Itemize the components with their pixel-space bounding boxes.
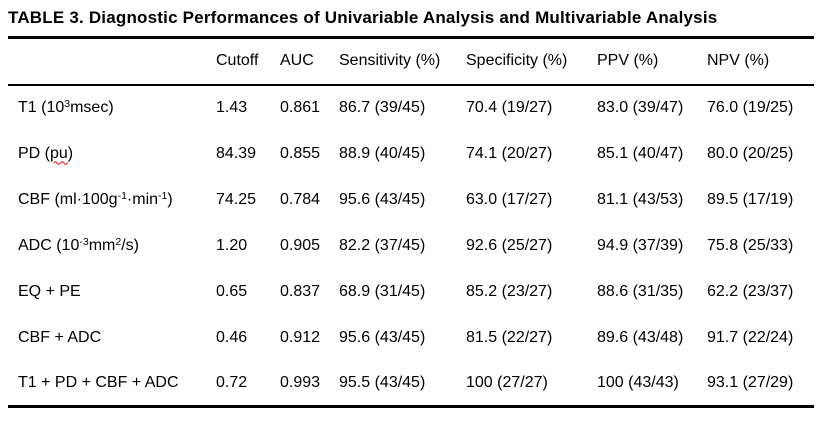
column-header-ppv: PPV (%) bbox=[597, 52, 659, 70]
table-title: TABLE 3. Diagnostic Performances of Univ… bbox=[8, 8, 718, 27]
cell-npv: 89.5 (17/19) bbox=[707, 190, 794, 208]
cell-npv: 93.1 (27/29) bbox=[707, 373, 794, 391]
row-label: ADC (10-3mm2/s) bbox=[8, 223, 216, 269]
table-row: CBF (ml·100g-1·min-1) 74.25 0.784 95.6 (… bbox=[8, 177, 814, 223]
row-label: EQ + PE bbox=[8, 269, 216, 315]
column-header-sensitivity: Sensitivity (%) bbox=[339, 52, 441, 70]
row-label: PD (pu) bbox=[8, 131, 216, 177]
cell-ppv: 83.0 (39/47) bbox=[597, 99, 684, 116]
superscript-text: -1 bbox=[117, 189, 127, 202]
cell-cutoff: 0.65 bbox=[216, 282, 248, 300]
cell-specificity: 100 (27/27) bbox=[466, 373, 548, 391]
cell-auc: 0.861 bbox=[280, 99, 321, 116]
superscript-text: -1 bbox=[158, 189, 168, 202]
column-header-cutoff: Cutoff bbox=[216, 52, 259, 70]
superscript-text: 3 bbox=[64, 98, 71, 110]
label-text: ADC (10 bbox=[18, 236, 80, 254]
label-text: mm bbox=[88, 236, 116, 254]
diagnostic-performance-table: Cutoff AUC Sensitivity (%) Specificity (… bbox=[8, 36, 814, 408]
row-label: T1 (103msec) bbox=[8, 85, 216, 131]
table-row: T1 (103msec) 1.43 0.861 86.7 (39/45) 70.… bbox=[8, 85, 814, 131]
cell-auc: 0.855 bbox=[280, 144, 321, 162]
cell-auc: 0.837 bbox=[280, 282, 321, 300]
cell-specificity: 63.0 (17/27) bbox=[466, 190, 553, 208]
column-header-empty bbox=[8, 38, 216, 85]
cell-sensitivity: 95.5 (43/45) bbox=[339, 373, 426, 391]
table-row: T1 + PD + CBF + ADC 0.72 0.993 95.5 (43/… bbox=[8, 361, 814, 407]
label-text: EQ + PE bbox=[18, 282, 81, 300]
header-row: Cutoff AUC Sensitivity (%) Specificity (… bbox=[8, 38, 814, 85]
cell-cutoff: 1.20 bbox=[216, 236, 248, 254]
cell-cutoff: 74.25 bbox=[216, 190, 257, 208]
cell-cutoff: 0.46 bbox=[216, 328, 248, 346]
cell-npv: 91.7 (22/24) bbox=[707, 328, 794, 346]
cell-sensitivity: 86.7 (39/45) bbox=[339, 99, 426, 116]
table-row: CBF + ADC 0.46 0.912 95.6 (43/45) 81.5 (… bbox=[8, 315, 814, 361]
cell-sensitivity: 88.9 (40/45) bbox=[339, 144, 426, 162]
cell-sensitivity: 95.6 (43/45) bbox=[339, 328, 426, 346]
cell-specificity: 81.5 (22/27) bbox=[466, 328, 553, 346]
label-text: PD ( bbox=[18, 144, 50, 162]
label-text: ) bbox=[67, 144, 74, 162]
cell-ppv: 94.9 (37/39) bbox=[597, 236, 684, 254]
label-text: T1 + PD + CBF + ADC bbox=[18, 373, 179, 391]
cell-specificity: 85.2 (23/27) bbox=[466, 282, 553, 300]
cell-auc: 0.993 bbox=[280, 373, 321, 391]
cell-ppv: 81.1 (43/53) bbox=[597, 190, 684, 208]
cell-auc: 0.784 bbox=[280, 190, 321, 208]
row-label: CBF (ml·100g-1·min-1) bbox=[8, 177, 216, 223]
label-text: CBF (ml·100g bbox=[18, 190, 118, 208]
cell-cutoff: 0.72 bbox=[216, 373, 248, 391]
table-header: Cutoff AUC Sensitivity (%) Specificity (… bbox=[8, 38, 814, 85]
label-text: CBF + ADC bbox=[18, 328, 102, 346]
label-text: msec) bbox=[70, 99, 114, 116]
cell-sensitivity: 95.6 (43/45) bbox=[339, 190, 426, 208]
column-header-npv: NPV (%) bbox=[707, 52, 770, 70]
cell-specificity: 74.1 (20/27) bbox=[466, 144, 553, 162]
label-text: T1 (10 bbox=[18, 99, 65, 116]
cell-sensitivity: 82.2 (37/45) bbox=[339, 236, 426, 254]
misspelled-text: pu bbox=[50, 144, 68, 162]
superscript-text: 2 bbox=[115, 235, 122, 248]
cell-specificity: 70.4 (19/27) bbox=[466, 99, 553, 116]
column-header-specificity: Specificity (%) bbox=[466, 52, 568, 70]
cell-npv: 80.0 (20/25) bbox=[707, 144, 794, 162]
table-row: ADC (10-3mm2/s) 1.20 0.905 82.2 (37/45) … bbox=[8, 223, 814, 269]
cell-npv: 75.8 (25/33) bbox=[707, 236, 794, 254]
cell-ppv: 89.6 (43/48) bbox=[597, 328, 684, 346]
cell-auc: 0.905 bbox=[280, 236, 321, 254]
cell-specificity: 92.6 (25/27) bbox=[466, 236, 553, 254]
label-text: ) bbox=[167, 190, 173, 208]
label-text: /s) bbox=[121, 236, 139, 254]
cell-npv: 62.2 (23/37) bbox=[707, 282, 794, 300]
row-label: CBF + ADC bbox=[8, 315, 216, 361]
column-header-auc: AUC bbox=[280, 52, 314, 70]
cell-ppv: 100 (43/43) bbox=[597, 373, 679, 391]
cell-cutoff: 1.43 bbox=[216, 99, 248, 116]
cell-cutoff: 84.39 bbox=[216, 144, 257, 162]
row-label: T1 + PD + CBF + ADC bbox=[8, 361, 216, 407]
cell-auc: 0.912 bbox=[280, 328, 321, 346]
table-row: EQ + PE 0.65 0.837 68.9 (31/45) 85.2 (23… bbox=[8, 269, 814, 315]
cell-ppv: 88.6 (31/35) bbox=[597, 282, 684, 300]
table-row: PD (pu) 84.39 0.855 88.9 (40/45) 74.1 (2… bbox=[8, 131, 814, 177]
superscript-text: -3 bbox=[79, 235, 89, 248]
label-text: ·min bbox=[126, 190, 159, 208]
cell-sensitivity: 68.9 (31/45) bbox=[339, 282, 426, 300]
table-body: T1 (103msec) 1.43 0.861 86.7 (39/45) 70.… bbox=[8, 85, 814, 407]
cell-npv: 76.0 (19/25) bbox=[707, 99, 794, 116]
document-page: TABLE 3. Diagnostic Performances of Univ… bbox=[8, 8, 814, 408]
cell-ppv: 85.1 (40/47) bbox=[597, 144, 684, 162]
